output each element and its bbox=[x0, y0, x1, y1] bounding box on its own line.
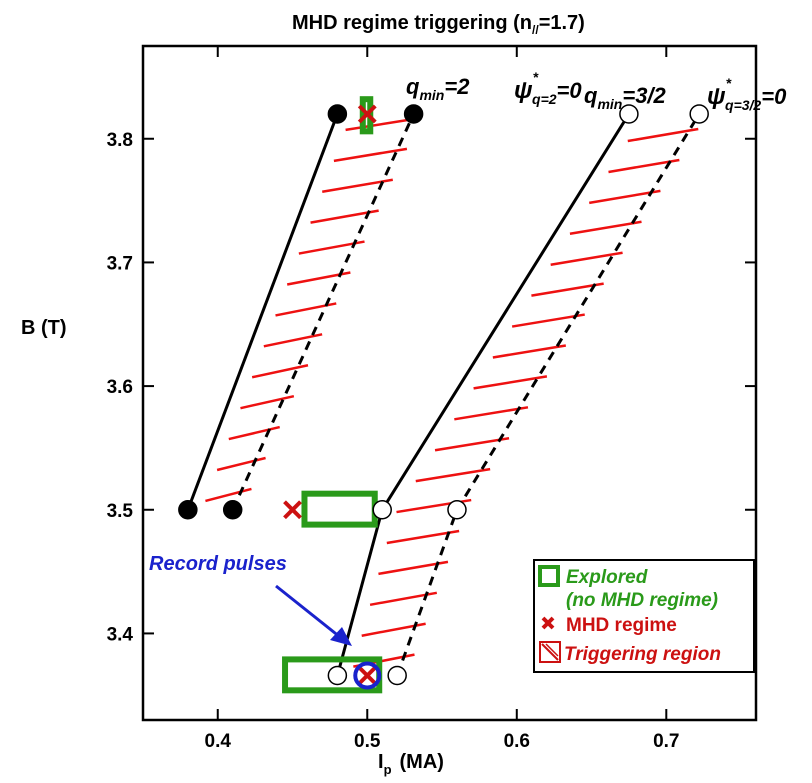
open-marker bbox=[619, 104, 639, 124]
open-marker bbox=[689, 104, 709, 124]
legend-explored-swatch bbox=[538, 565, 560, 587]
y-tick-label: 3.6 bbox=[107, 377, 133, 398]
markers-layer bbox=[178, 104, 709, 690]
legend-explored-sublabel: (no MHD regime) bbox=[566, 590, 718, 611]
record-pulses-label: Record pulses bbox=[149, 553, 287, 575]
hatch-line bbox=[251, 364, 309, 379]
record-pulses-arrow bbox=[275, 584, 341, 639]
legend-mhd-label: MHD regime bbox=[566, 615, 677, 636]
mhd-marker-stroke bbox=[357, 104, 377, 124]
psi-q32-label: ψ* q=3/2=0 bbox=[707, 75, 787, 113]
y-tick-label: 3.8 bbox=[107, 130, 133, 151]
hatch-line bbox=[550, 251, 623, 266]
open-marker bbox=[327, 665, 348, 686]
hatch-line bbox=[205, 487, 252, 503]
chart-title: MHD regime triggering (n//=1.7) bbox=[292, 12, 585, 37]
psi-q2-label: ψ* q=2=0 bbox=[514, 69, 582, 107]
record-pulses-arrowhead bbox=[330, 627, 352, 646]
hatch-line bbox=[473, 375, 548, 390]
open-marker bbox=[387, 665, 407, 686]
qmin2-label: qmin=2 bbox=[406, 74, 470, 103]
hatch-line bbox=[569, 220, 642, 236]
hatch-line bbox=[492, 344, 567, 359]
filled-marker bbox=[403, 104, 424, 124]
hatch-line bbox=[263, 333, 323, 348]
axis-ticks-layer: 0.4 0.5 0.6 0.7 3.4 3.5 3.6 3.7 3.8 bbox=[107, 46, 756, 752]
hatch-line bbox=[589, 189, 661, 205]
hatch-line bbox=[434, 436, 510, 452]
mhd-marker-stroke bbox=[283, 500, 302, 520]
legend-explored-label: Explored bbox=[566, 567, 648, 588]
explored-box bbox=[301, 490, 378, 528]
explored-layer bbox=[282, 96, 383, 694]
hatch-line bbox=[531, 282, 604, 297]
x-tick-label: 0.5 bbox=[354, 731, 381, 752]
hatch-line bbox=[454, 406, 529, 421]
legend: Explored (no MHD regime) MHD regime Trig… bbox=[533, 559, 755, 673]
filled-marker bbox=[222, 500, 243, 520]
y-axis-label: B (T) bbox=[21, 317, 67, 339]
x-tick-label: 0.4 bbox=[205, 731, 232, 752]
hatch-line bbox=[228, 425, 281, 441]
dashed-series-line bbox=[231, 113, 415, 511]
hatch-line bbox=[627, 127, 699, 143]
record-pulse-circle bbox=[353, 661, 382, 690]
y-tick-label: 3.4 bbox=[107, 624, 134, 645]
legend-trigger-swatch bbox=[539, 641, 561, 663]
y-tick-label: 3.5 bbox=[107, 501, 134, 522]
filled-marker bbox=[327, 104, 348, 124]
hatch-line bbox=[216, 456, 266, 472]
hatch-line bbox=[415, 467, 491, 483]
legend-trigger-label: Triggering region bbox=[564, 644, 721, 665]
mhd-marker-stroke bbox=[357, 666, 377, 685]
legend-mhd-marker bbox=[541, 616, 555, 630]
solid-series-line bbox=[186, 113, 339, 511]
x-axis-label: Ip (MA) bbox=[378, 751, 444, 777]
filled-marker bbox=[178, 500, 198, 520]
hatch-line bbox=[240, 394, 295, 410]
open-marker bbox=[372, 500, 392, 520]
open-marker bbox=[447, 500, 467, 520]
x-tick-label: 0.7 bbox=[653, 731, 679, 752]
hatch-line bbox=[333, 147, 408, 163]
x-tick-label: 0.6 bbox=[504, 731, 530, 752]
qmin32-label: qmin=3/2 bbox=[584, 83, 667, 112]
hatch-line bbox=[608, 158, 680, 174]
hatch-line bbox=[511, 313, 585, 328]
legend-box bbox=[533, 559, 755, 673]
y-tick-label: 3.7 bbox=[107, 253, 133, 274]
plot-frame bbox=[141, 44, 758, 722]
